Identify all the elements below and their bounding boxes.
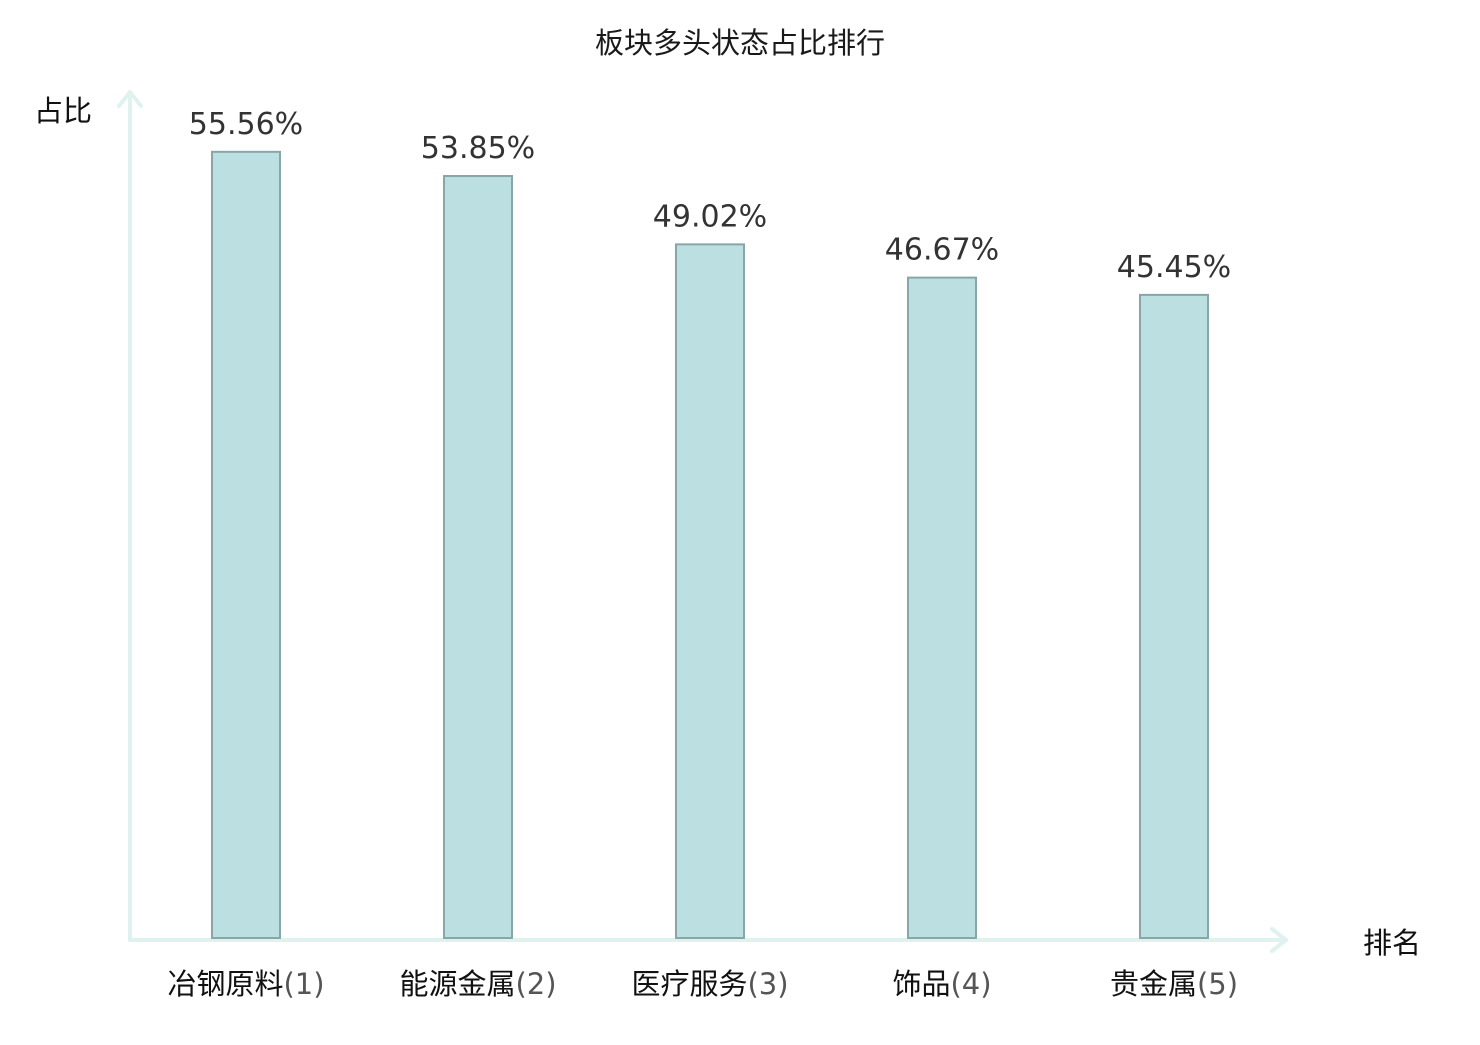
value-labels-group: 55.56% 53.85% 49.02% 46.67% 45.45% bbox=[189, 107, 1231, 285]
x-axis-arrow bbox=[1270, 927, 1288, 953]
category-rank: (4) bbox=[950, 967, 991, 1001]
category-name: 能源金属 bbox=[399, 967, 515, 1001]
category-label-1: 冶钢原料(1) bbox=[167, 967, 324, 1001]
category-name: 冶钢原料 bbox=[167, 967, 283, 1001]
category-label-2: 能源金属(2) bbox=[399, 967, 556, 1001]
bar-3 bbox=[675, 243, 745, 939]
bar-5 bbox=[1139, 293, 1209, 939]
category-name: 贵金属 bbox=[1110, 967, 1197, 1001]
category-rank: (5) bbox=[1197, 967, 1238, 1001]
bar-1 bbox=[211, 150, 281, 940]
category-label-5: 贵金属(5) bbox=[1110, 967, 1238, 1001]
bars-group bbox=[211, 150, 1209, 940]
value-label-4: 46.67% bbox=[885, 233, 999, 268]
value-label-5: 45.45% bbox=[1117, 250, 1231, 285]
axes bbox=[117, 90, 1288, 953]
category-labels-group: 冶钢原料(1) 能源金属(2) 医疗服务(3) 饰品(4) 贵金属(5) bbox=[167, 967, 1238, 1001]
value-label-1: 55.56% bbox=[189, 107, 303, 142]
bar-4 bbox=[907, 276, 977, 939]
value-label-2: 53.85% bbox=[421, 131, 535, 166]
chart-title: 板块多头状态占比排行 bbox=[595, 26, 885, 60]
bar-2 bbox=[443, 175, 513, 939]
x-axis-label: 排名 bbox=[1363, 926, 1421, 960]
category-label-4: 饰品(4) bbox=[892, 967, 991, 1001]
category-rank: (3) bbox=[747, 967, 788, 1001]
category-name: 饰品 bbox=[892, 967, 950, 1001]
category-rank: (2) bbox=[515, 967, 556, 1001]
category-name: 医疗服务 bbox=[631, 967, 747, 1001]
category-label-3: 医疗服务(3) bbox=[631, 967, 788, 1001]
value-label-3: 49.02% bbox=[653, 199, 767, 234]
category-rank: (1) bbox=[283, 967, 324, 1001]
y-axis-arrow bbox=[117, 90, 143, 108]
y-axis-label: 占比 bbox=[34, 94, 92, 128]
